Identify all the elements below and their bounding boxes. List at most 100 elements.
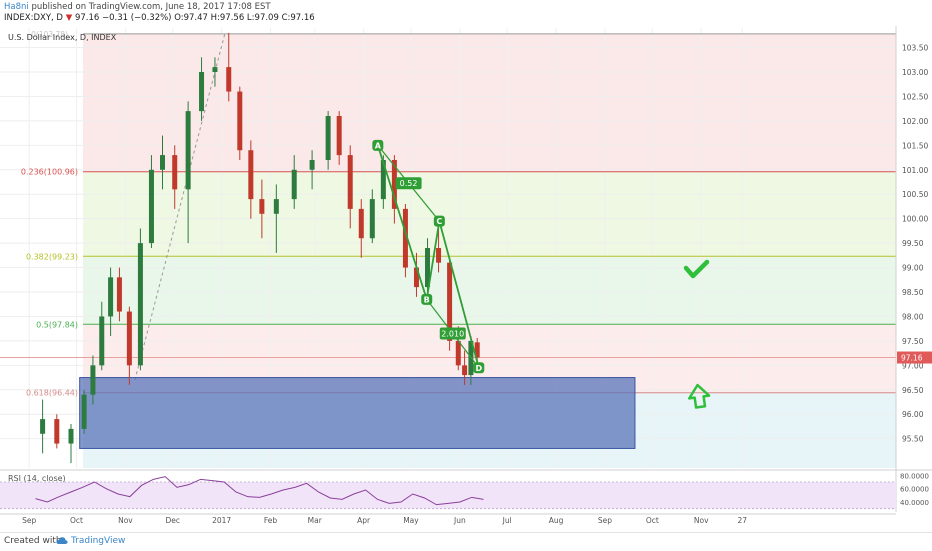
candle: [455, 340, 461, 366]
x-tick-label: Oct: [70, 516, 83, 525]
ratio-label: 0.52: [400, 179, 418, 188]
candle: [226, 67, 232, 92]
rsi-label: RSI (14, close): [8, 474, 66, 483]
x-tick-label: 2017: [212, 516, 231, 525]
candle: [347, 155, 353, 209]
pattern-point-label: D: [475, 364, 482, 373]
x-tick-label: Sep: [598, 516, 612, 525]
candle: [259, 199, 265, 214]
y-tick-label: 97.50: [902, 337, 924, 346]
x-tick-label: Aug: [549, 516, 564, 525]
footer: Created with TradingView: [0, 532, 932, 551]
y-tick-label: 102.50: [902, 92, 928, 101]
price-chart[interactable]: A B C D 0.52 2.010 95.50 96.00 96.50 97.00 97.50 9…: [0, 26, 932, 532]
candle: [402, 208, 408, 268]
candle: [40, 419, 46, 434]
ratio-label: 2.010: [441, 330, 464, 339]
ohlc-values: O:97.47 H:97.56 L:97.09 C:97.16: [174, 13, 315, 23]
y-tick-label: 99.00: [902, 264, 924, 273]
tradingview-brand[interactable]: TradingView: [71, 536, 126, 546]
y-tick-label: 95.50: [902, 435, 924, 444]
ratio-box: [395, 177, 422, 190]
y-tick-label: 98.00: [902, 312, 924, 321]
rsi-tick-label: 40.0000: [900, 499, 929, 507]
y-tick-label: 102.00: [902, 117, 928, 126]
pattern-point-marker: [473, 362, 485, 374]
candle: [309, 160, 315, 170]
candle: [325, 116, 331, 160]
candle: [358, 208, 364, 239]
fib-band: [83, 256, 896, 325]
x-tick-label: May: [403, 516, 419, 525]
y-tick-label: 99.50: [902, 239, 924, 248]
x-tick-label: Apr: [357, 516, 371, 525]
candle: [68, 428, 74, 444]
rsi-tick-label: 60.0000: [900, 486, 929, 494]
pattern-point-label: B: [424, 295, 430, 304]
last-price-tag: [897, 351, 932, 364]
down-arrow-icon: ▼: [65, 13, 73, 23]
candle: [413, 267, 419, 288]
candle: [474, 342, 480, 358]
author-name[interactable]: Ha8ni: [4, 2, 29, 12]
candle: [199, 72, 205, 112]
candle: [90, 365, 96, 395]
cloud-logo-icon: [56, 537, 68, 544]
rsi-line: [35, 476, 484, 506]
candle: [126, 311, 132, 366]
candle: [391, 160, 397, 209]
fib-label: 0.5(97.84): [36, 320, 78, 329]
x-tick-label: Jul: [502, 516, 512, 525]
candle: [148, 169, 154, 244]
candle: [137, 243, 143, 366]
x-tick-label: Jun: [453, 516, 466, 525]
y-tick-label: 103.00: [902, 68, 928, 77]
rsi-band: [0, 482, 896, 509]
y-tick-label: 101.00: [902, 166, 928, 175]
pattern-point-marker: [433, 215, 445, 227]
demand-zone: [79, 377, 636, 449]
pattern-point-label: A: [375, 141, 382, 150]
price-change: −0.31 (−0.32%): [101, 13, 172, 23]
candle: [212, 67, 218, 72]
candle: [108, 277, 114, 317]
x-tick-label: Oct: [646, 516, 659, 525]
y-tick-label: 96.00: [902, 410, 924, 419]
x-tick-label: Feb: [264, 516, 278, 525]
publish-info: published on TradingView.com, June 18, 2…: [31, 2, 271, 12]
x-tick-label: Dec: [165, 516, 180, 525]
candle: [116, 277, 122, 312]
pattern-point-marker: [421, 293, 433, 305]
check-mark-icon: [683, 259, 710, 279]
fib-band: [83, 33, 896, 172]
rsi-tick-label: 80.0000: [900, 472, 929, 480]
chart-title: U.S. Dollar Index, D, INDEX: [8, 33, 117, 42]
y-tick-label: 96.50: [902, 386, 924, 395]
symbol-line: INDEX:DXY, D ▼ 97.16 −0.31 (−0.32%) O:97…: [4, 13, 315, 23]
last-price-tag-label: 97.16: [901, 354, 923, 363]
fib-label: 0.618(96.44): [26, 389, 78, 398]
candle: [380, 160, 386, 200]
candle: [369, 199, 375, 239]
last-price: 97.16: [74, 13, 100, 23]
pattern-zigzag: [376, 145, 480, 369]
candle: [237, 91, 243, 151]
candle: [447, 262, 453, 341]
candle: [336, 116, 342, 156]
y-tick-label: 100.50: [902, 190, 928, 199]
y-tick-label: 97.00: [902, 361, 924, 370]
candle: [99, 316, 105, 366]
candle: [159, 155, 165, 170]
candle: [273, 199, 279, 214]
up-arrow-icon: [687, 383, 711, 409]
x-tick-label: Sep: [22, 516, 36, 525]
candle: [172, 155, 178, 190]
candle: [185, 111, 191, 190]
candle: [436, 248, 442, 263]
pattern-point-label: C: [436, 217, 442, 226]
pattern-point-marker: [372, 139, 384, 151]
x-tick-label: Nov: [118, 516, 133, 525]
candle: [81, 394, 87, 429]
candle: [248, 150, 254, 200]
y-tick-label: 103.50: [902, 44, 928, 53]
